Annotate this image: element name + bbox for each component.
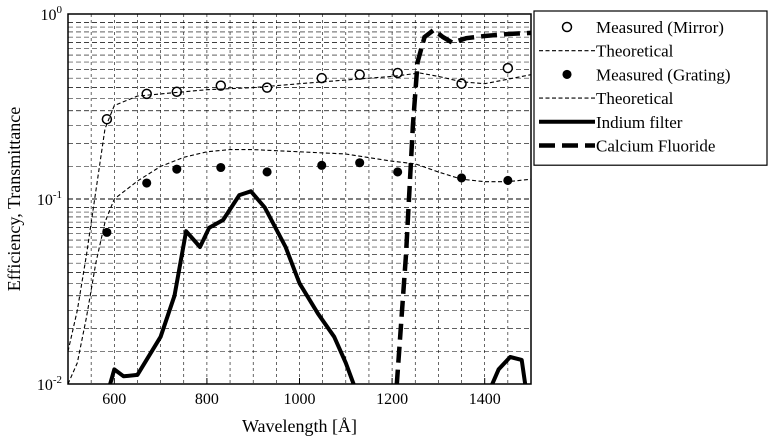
series-3-point [102, 227, 112, 237]
series-6-line [394, 27, 531, 384]
x-tick-label: 1400 [469, 391, 501, 408]
x-tick-label: 800 [195, 391, 219, 408]
legend-item-6-label: Calcium Fluoride [596, 137, 715, 156]
y-tick-label: 10-2 [37, 374, 62, 394]
x-tick-label: 1200 [376, 391, 408, 408]
series-5-line-segment [490, 355, 528, 384]
x-axis-label: Wavelength [Å] [242, 416, 357, 436]
grid [68, 14, 531, 385]
series-3-point [172, 164, 182, 174]
y-tick-label: 10-1 [37, 189, 62, 209]
series-4-line [68, 149, 531, 384]
series-3-point [457, 173, 467, 183]
legend-item-4-label: Theoretical [596, 89, 674, 108]
legend-item-1-label: Measured (Mirror) [596, 18, 724, 37]
series-3-point [317, 160, 327, 170]
series-3-point [262, 167, 272, 177]
legend-item-2-label: Theoretical [596, 42, 674, 61]
series-1-point [215, 80, 227, 91]
legend-item-5-label: Indium filter [596, 113, 683, 132]
series-3-point [503, 175, 513, 185]
series-3-point [355, 158, 365, 168]
series-1-point [502, 62, 514, 74]
series-1-point [261, 82, 273, 93]
series-1-point [392, 67, 403, 79]
series-1-point [101, 113, 113, 125]
legend-item-3-marker [562, 69, 572, 79]
series-5-line [108, 189, 356, 384]
legend-box [533, 10, 768, 166]
y-tick-label: 100 [41, 4, 63, 24]
series-1-point [141, 88, 152, 100]
series-layer [68, 27, 531, 384]
x-tick-label: 600 [102, 391, 126, 408]
series-3-point [393, 167, 403, 177]
series-3-point [142, 178, 152, 188]
series-3-point [216, 162, 226, 173]
legend-item-1-marker [561, 21, 573, 33]
legend: Measured (Mirror) Theoretical Measured (Gr… [533, 10, 768, 166]
x-tick-label: 1000 [284, 391, 316, 408]
y-axis-label: Efficiency, Transmittance [4, 107, 24, 291]
axis-ticks: 600 800 1000 1200 1400 10-2 10-1 100 [37, 4, 501, 408]
series-2-line [68, 72, 531, 352]
legend-item-3-label: Measured (Grating) [596, 65, 731, 84]
series-1-point [316, 72, 327, 84]
series-1-point [354, 69, 365, 80]
